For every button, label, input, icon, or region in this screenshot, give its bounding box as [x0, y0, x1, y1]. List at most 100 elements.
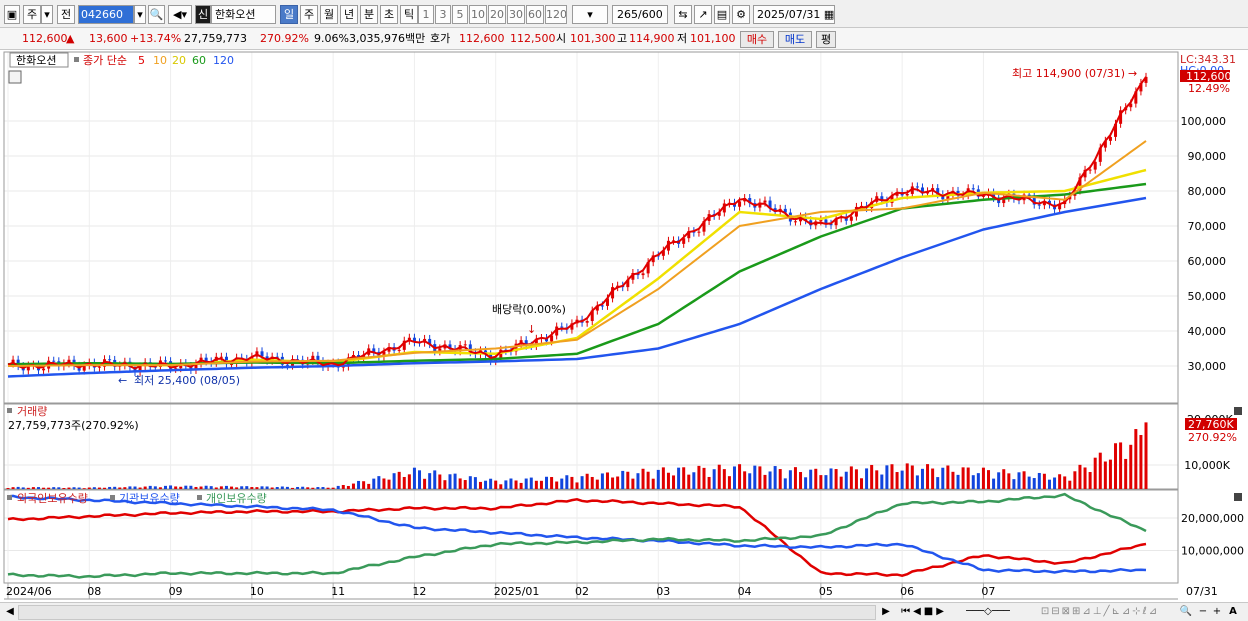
zoom-slider[interactable]: ───◇─── [966, 606, 1010, 617]
draw-tool-icon[interactable]: ↗ [694, 5, 712, 24]
chevron-down-icon[interactable]: ▾ [41, 5, 53, 24]
volume-bar [875, 470, 879, 489]
interval-tab[interactable]: 1 [418, 5, 434, 24]
date-input[interactable]: 2025/07/31 ▦ [753, 5, 835, 24]
volume-bar [707, 476, 711, 489]
candle-body [82, 365, 86, 371]
volume-bar [936, 477, 940, 489]
volume-bar [291, 487, 294, 489]
x-axis-last-label: 07/31 [1186, 585, 1218, 598]
volume-panel-close-icon[interactable] [1234, 407, 1242, 415]
volume-bar [580, 476, 584, 489]
speaker-icon[interactable]: ◀▾ [168, 5, 192, 24]
holding-panel-close-icon[interactable] [1234, 493, 1242, 501]
period-tab[interactable]: 분 [360, 5, 378, 24]
chart-settings-icon[interactable]: ⇆ [674, 5, 692, 24]
volume-bar [951, 471, 955, 489]
candle-body [585, 321, 589, 323]
volume-bar [971, 475, 975, 489]
prev-label: 전 [60, 8, 72, 21]
volume-bar [661, 467, 665, 489]
volume-bar [16, 486, 20, 489]
volume-bar [138, 487, 142, 489]
scroll-left-icon[interactable]: ◀ [6, 606, 14, 617]
count-input[interactable]: 265/600 [612, 5, 668, 24]
volume-bar [870, 464, 874, 489]
sin-badge[interactable]: 신 [195, 5, 211, 24]
volume-bar [143, 486, 147, 489]
volume-bar [331, 487, 335, 489]
candle-body [651, 255, 655, 263]
candle-body [1088, 169, 1092, 171]
volume-bar [534, 480, 538, 489]
zoom-out-icon[interactable]: − [1198, 606, 1208, 617]
code-dropdown-icon[interactable]: ▾ [134, 5, 146, 24]
buy-button[interactable]: 매수 [740, 31, 774, 48]
volume-bar [133, 486, 137, 489]
interval-dropdown[interactable]: ▾ [572, 5, 608, 24]
volume-current-tag-box [1185, 418, 1237, 430]
period-tab[interactable]: 틱 [400, 5, 418, 24]
period-tab[interactable]: 년 [340, 5, 358, 24]
x-axis-label: 08 [87, 585, 101, 598]
volume-bar [585, 473, 589, 489]
sell-button[interactable]: 매도 [778, 31, 812, 48]
price-y-tick: 30,000 [1188, 360, 1227, 373]
lc-label: LC:343.31 [1180, 53, 1236, 66]
candle-body [1083, 169, 1087, 178]
interval-tab[interactable]: 60 [526, 5, 544, 24]
magnifier-icon[interactable]: 🔍 [1179, 606, 1193, 617]
stock-name-field[interactable]: 한화오션 [211, 5, 276, 24]
volume-bar [179, 486, 183, 489]
volume-bar [387, 479, 391, 489]
period-tab[interactable]: 일 [280, 5, 298, 24]
volume-bar [306, 487, 310, 489]
drawing-tools[interactable]: ⊡⊟⊠⊞⊿⊥╱⊾⊿⊹ℓ⊿ [1040, 606, 1160, 617]
interval-tab[interactable]: 20 [488, 5, 506, 24]
candle-body [524, 340, 528, 346]
scroll-bar[interactable]: ◀ ▶ ⏮◀■▶ ───◇─── ⊡⊟⊠⊞⊿⊥╱⊾⊿⊹ℓ⊿ 🔍 − + A [0, 602, 1248, 621]
volume-bar [819, 475, 823, 489]
eval-button[interactable]: 평 [816, 31, 836, 48]
volume-bar [717, 464, 721, 489]
interval-tab[interactable]: 5 [452, 5, 468, 24]
interval-tab[interactable]: 10 [469, 5, 487, 24]
playback-controls[interactable]: ⏮◀■▶ [901, 606, 947, 617]
zoom-in-icon[interactable]: + [1212, 606, 1222, 617]
volume-bar [108, 486, 112, 489]
stock-chart[interactable]: 100,000 90,000 80,000 70,000 60,000 50,000 40,… [0, 50, 1248, 602]
stock-code-input[interactable]: 042660 [78, 5, 134, 24]
period-tab[interactable]: 월 [320, 5, 338, 24]
volume-bar [316, 487, 320, 489]
interval-tab[interactable]: 30 [507, 5, 525, 24]
scroll-track[interactable] [18, 605, 876, 620]
scroll-right-icon[interactable]: ▶ [882, 606, 890, 617]
volume-bar [158, 487, 162, 489]
volume-bar [240, 486, 244, 489]
font-size-icon[interactable]: A [1229, 606, 1237, 617]
volume-bar [905, 463, 909, 489]
interval-tab[interactable]: 3 [435, 5, 451, 24]
save-icon[interactable]: ▤ [714, 5, 730, 24]
volume-bar [1012, 479, 1016, 489]
volume-bar [616, 476, 620, 489]
calculator-icon[interactable] [8, 70, 22, 84]
volume-bar [778, 469, 782, 489]
search-icon[interactable]: 🔍 [148, 5, 165, 24]
low-label: 저 [677, 32, 688, 45]
volume-bar [260, 486, 264, 489]
window-icon[interactable]: ▣ [4, 5, 20, 24]
volume-bar [26, 487, 30, 489]
market-type-select[interactable]: 주 [23, 5, 41, 24]
price-y-tick: 90,000 [1188, 150, 1227, 163]
volume-bar [890, 464, 894, 489]
gear-icon[interactable]: ⚙ [732, 5, 750, 24]
period-tab[interactable]: 초 [380, 5, 398, 24]
prev-button[interactable]: 전 [57, 5, 75, 24]
volume-bar [712, 469, 716, 489]
interval-tab[interactable]: 120 [545, 5, 567, 24]
period-tab[interactable]: 주 [300, 5, 318, 24]
quote-bar: 112,600 ▲ 13,600 +13.74% 27,759,773 270.… [0, 28, 1248, 50]
volume-bar [651, 478, 655, 489]
volume-bar [57, 487, 61, 489]
